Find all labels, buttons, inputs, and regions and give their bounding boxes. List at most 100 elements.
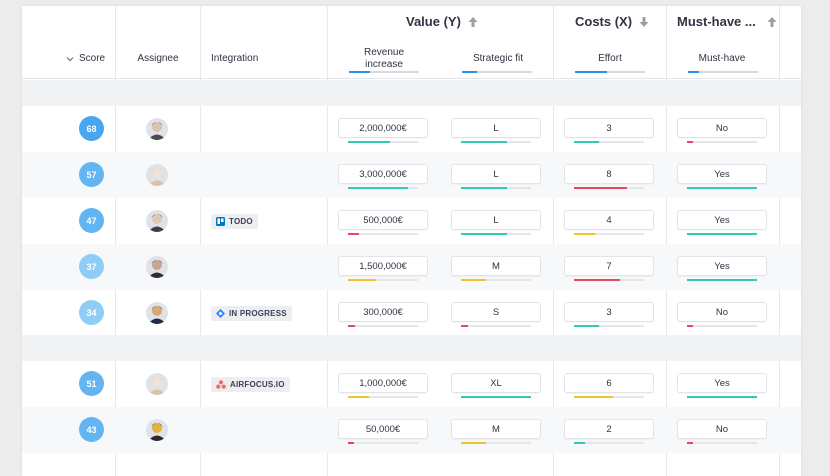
chevron-down-icon: [66, 56, 74, 61]
avatar[interactable]: [146, 419, 168, 441]
integration-tag[interactable]: TODO: [211, 214, 258, 229]
table-row[interactable]: 47 TODO 500,000€ L 4 Yes: [22, 198, 801, 244]
strategic-indicator: [461, 442, 531, 444]
revenue-indicator: [348, 279, 418, 281]
revenue-cell[interactable]: 2,000,000€: [338, 118, 428, 138]
arrow-up-icon: [468, 16, 478, 27]
integration-tag-label: TODO: [229, 217, 253, 226]
revenue-cell[interactable]: 50,000€: [338, 419, 428, 439]
effort-indicator: [574, 279, 644, 281]
table-row[interactable]: 51 AIRFOCUS.IO 1,000,000€ XL 6 Yes: [22, 361, 801, 407]
musthave-cell[interactable]: No: [677, 302, 767, 322]
table-row[interactable]: 57 3,000,000€ L 8 Yes: [22, 152, 801, 198]
arrow-up-icon: [767, 16, 777, 27]
table-row[interactable]: 68 2,000,000€ L 3 No: [22, 106, 801, 152]
strategic-indicator: [461, 325, 531, 327]
column-score-label: Score: [79, 53, 106, 64]
integration-tag[interactable]: AIRFOCUS.IO: [211, 377, 290, 392]
musthave-cell[interactable]: Yes: [677, 210, 767, 230]
weight-bar[interactable]: [462, 71, 532, 73]
effort-indicator: [574, 396, 644, 398]
column-integration[interactable]: Integration: [211, 53, 259, 64]
score-badge: 68: [79, 116, 104, 141]
effort-indicator: [574, 187, 644, 189]
column-strategic[interactable]: Strategic fit: [472, 53, 524, 64]
effort-cell[interactable]: 3: [564, 118, 654, 138]
score-badge: 37: [79, 254, 104, 279]
effort-cell[interactable]: 3: [564, 302, 654, 322]
weight-bar[interactable]: [349, 71, 419, 73]
avatar[interactable]: [146, 210, 168, 232]
revenue-cell[interactable]: 500,000€: [338, 210, 428, 230]
score-badge: 57: [79, 162, 104, 187]
strategic-cell[interactable]: L: [451, 118, 541, 138]
arrow-down-icon: [639, 16, 649, 27]
integration-tag[interactable]: IN PROGRESS: [211, 306, 292, 321]
effort-indicator: [574, 442, 644, 444]
column-revenue[interactable]: Revenue increase: [363, 47, 405, 70]
strategic-indicator: [461, 279, 531, 281]
table-row[interactable]: 43 50,000€ M 2 No: [22, 407, 801, 453]
column-effort[interactable]: Effort: [598, 53, 622, 64]
effort-indicator: [574, 325, 644, 327]
avatar[interactable]: [146, 256, 168, 278]
group-value[interactable]: Value (Y): [406, 14, 479, 29]
musthave-indicator: [687, 396, 757, 398]
effort-indicator: [574, 141, 644, 143]
avatar[interactable]: [146, 302, 168, 324]
column-score[interactable]: Score: [66, 53, 105, 64]
column-musthave[interactable]: Must-have: [698, 53, 746, 64]
strategic-cell[interactable]: S: [451, 302, 541, 322]
strategic-indicator: [461, 141, 531, 143]
score-badge: 43: [79, 417, 104, 442]
weight-bar[interactable]: [575, 71, 645, 73]
group-value-label: Value (Y): [406, 14, 461, 29]
group-costs[interactable]: Costs (X): [575, 14, 650, 29]
musthave-indicator: [687, 233, 757, 235]
trello-icon: [216, 217, 225, 226]
effort-cell[interactable]: 2: [564, 419, 654, 439]
effort-cell[interactable]: 8: [564, 164, 654, 184]
strategic-cell[interactable]: M: [451, 419, 541, 439]
score-badge: 51: [79, 371, 104, 396]
effort-cell[interactable]: 7: [564, 256, 654, 276]
revenue-cell[interactable]: 1,500,000€: [338, 256, 428, 276]
avatar[interactable]: [146, 373, 168, 395]
musthave-indicator: [687, 187, 757, 189]
integration-tag-label: AIRFOCUS.IO: [230, 380, 285, 389]
strategic-cell[interactable]: L: [451, 164, 541, 184]
musthave-cell[interactable]: No: [677, 419, 767, 439]
score-badge: 47: [79, 208, 104, 233]
jira-icon: [216, 309, 225, 318]
revenue-cell[interactable]: 1,000,000€: [338, 373, 428, 393]
table-row[interactable]: 34 IN PROGRESS 300,000€ S 3 No: [22, 290, 801, 336]
musthave-cell[interactable]: Yes: [677, 164, 767, 184]
musthave-indicator: [687, 325, 757, 327]
effort-indicator: [574, 233, 644, 235]
revenue-cell[interactable]: 300,000€: [338, 302, 428, 322]
revenue-indicator: [348, 141, 418, 143]
musthave-cell[interactable]: Yes: [677, 256, 767, 276]
table-header: Value (Y) Costs (X) Must-have ... Score …: [22, 6, 801, 79]
group-separator: [22, 80, 801, 106]
avatar[interactable]: [146, 118, 168, 140]
strategic-indicator: [461, 233, 531, 235]
strategic-cell[interactable]: XL: [451, 373, 541, 393]
revenue-cell[interactable]: 3,000,000€: [338, 164, 428, 184]
revenue-indicator: [348, 325, 418, 327]
musthave-cell[interactable]: Yes: [677, 373, 767, 393]
weight-bar[interactable]: [688, 71, 758, 73]
avatar[interactable]: [146, 164, 168, 186]
strategic-indicator: [461, 187, 531, 189]
effort-cell[interactable]: 4: [564, 210, 654, 230]
group-costs-label: Costs (X): [575, 14, 633, 29]
table-row[interactable]: 37 1,500,000€ M 7 Yes: [22, 244, 801, 290]
group-musthave[interactable]: Must-have ...: [677, 14, 778, 29]
score-badge: 34: [79, 300, 104, 325]
musthave-cell[interactable]: No: [677, 118, 767, 138]
strategic-cell[interactable]: M: [451, 256, 541, 276]
effort-cell[interactable]: 6: [564, 373, 654, 393]
column-assignee[interactable]: Assignee: [137, 53, 179, 64]
musthave-indicator: [687, 442, 757, 444]
strategic-cell[interactable]: L: [451, 210, 541, 230]
